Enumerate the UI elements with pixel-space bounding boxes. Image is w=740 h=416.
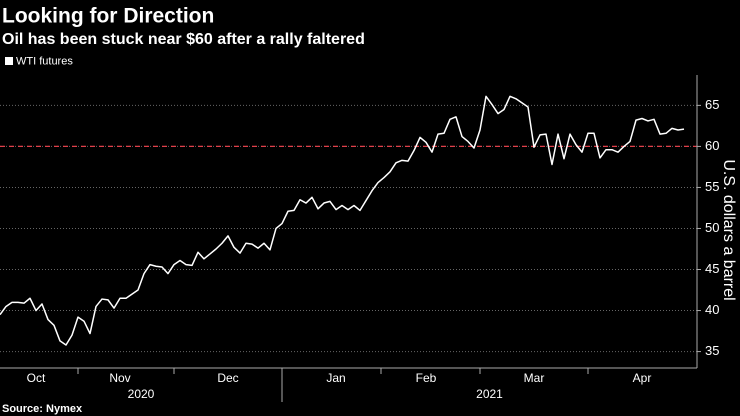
x-tick-label: Oct xyxy=(27,371,46,385)
y-tick-label: 50 xyxy=(705,220,719,235)
x-tick-label: Feb xyxy=(416,371,437,385)
x-tick-label: Apr xyxy=(633,371,652,385)
y-tick-label: 35 xyxy=(705,343,719,358)
y-axis-label: U.S. dollars a barrel xyxy=(720,159,737,300)
y-tick-label: 65 xyxy=(705,97,719,112)
year-label: 2021 xyxy=(476,387,503,401)
y-tick-label: 45 xyxy=(705,261,719,276)
y-tick-label: 40 xyxy=(705,302,719,317)
year-label: 2020 xyxy=(128,387,155,401)
y-tick-label: 60 xyxy=(705,138,719,153)
line-series xyxy=(0,95,685,346)
x-tick-label: Nov xyxy=(109,371,130,385)
legend-label: WTI futures xyxy=(16,55,73,67)
x-tick-label: Dec xyxy=(217,371,238,385)
legend-swatch xyxy=(5,57,13,65)
chart-title: Looking for Direction xyxy=(2,5,214,28)
x-tick-label: Jan xyxy=(326,371,345,385)
source: Source: Nymex xyxy=(2,403,83,415)
x-tick-label: Mar xyxy=(524,371,545,385)
chart-subtitle: Oil has been stuck near $60 after a rall… xyxy=(2,31,365,48)
y-tick-label: 55 xyxy=(705,179,719,194)
